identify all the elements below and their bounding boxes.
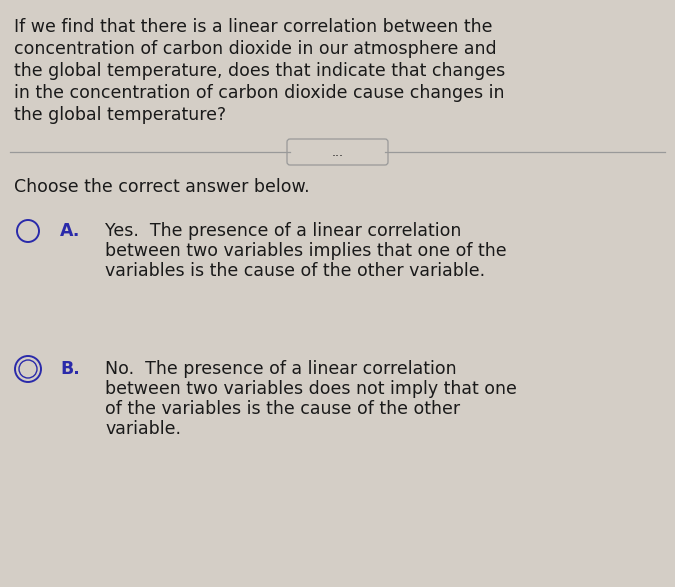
Text: between two variables does not imply that one: between two variables does not imply tha… (105, 380, 517, 398)
Text: Choose the correct answer below.: Choose the correct answer below. (14, 178, 310, 196)
FancyBboxPatch shape (287, 139, 388, 165)
Text: variable.: variable. (105, 420, 181, 438)
Text: concentration of carbon dioxide in our atmosphere and: concentration of carbon dioxide in our a… (14, 40, 497, 58)
Text: variables is the cause of the other variable.: variables is the cause of the other vari… (105, 262, 485, 280)
Text: in the concentration of carbon dioxide cause changes in: in the concentration of carbon dioxide c… (14, 84, 504, 102)
Text: the global temperature?: the global temperature? (14, 106, 226, 124)
Text: between two variables implies that one of the: between two variables implies that one o… (105, 242, 507, 260)
Text: If we find that there is a linear correlation between the: If we find that there is a linear correl… (14, 18, 493, 36)
Text: the global temperature, does that indicate that changes: the global temperature, does that indica… (14, 62, 506, 80)
Text: A.: A. (60, 222, 80, 240)
Text: B.: B. (60, 360, 80, 378)
Text: Yes.  The presence of a linear correlation: Yes. The presence of a linear correlatio… (105, 222, 462, 240)
Text: No.  The presence of a linear correlation: No. The presence of a linear correlation (105, 360, 456, 378)
Text: ...: ... (331, 146, 344, 158)
Text: of the variables is the cause of the other: of the variables is the cause of the oth… (105, 400, 460, 418)
